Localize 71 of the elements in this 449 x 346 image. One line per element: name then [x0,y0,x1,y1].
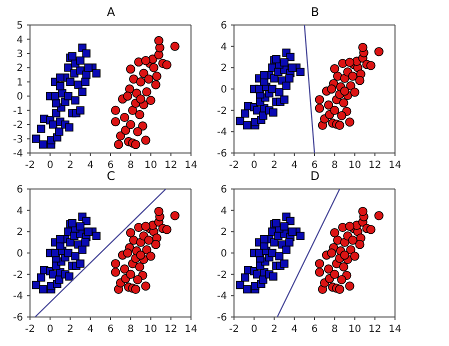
y-tick-label: 0 [16,248,23,260]
y-tick-label: -2 [217,270,227,281]
y-tick-label: 5 [16,20,23,32]
x-tick-label: 12 [368,160,382,172]
y-tick-label: 4 [16,206,23,217]
y-tick-label: 6 [220,184,227,196]
x-tick-label: 0 [250,324,258,336]
y-tick-label: -2 [217,106,227,117]
y-tick-label: -4 [13,291,23,302]
x-tick-label: 0 [46,324,54,336]
chart-title: A [106,5,116,19]
x-tick-label: 8 [331,160,338,172]
y-tick-label: 3 [16,48,23,60]
y-tick-label: 2 [220,227,227,238]
x-tick-label: 14 [184,160,198,172]
x-tick-label: 4 [291,160,298,172]
y-tick-label: 4 [220,42,227,53]
x-tick-label: 0 [250,160,258,172]
x-tick-label: -2 [229,160,239,172]
x-tick-label: 14 [388,160,402,172]
y-tick-label: 0 [16,92,23,103]
x-tick-label: 6 [311,324,318,336]
x-tick-label: 8 [127,324,134,336]
x-tick-label: 4 [87,324,94,336]
y-tick-label: 2 [16,227,23,238]
x-tick-label: 10 [144,160,158,172]
y-tick-label: -3 [13,134,23,146]
y-tick-label: -2 [13,270,23,281]
chart-title: C [106,169,116,183]
y-tick-label: -4 [217,127,227,138]
x-tick-label: 12 [368,324,382,336]
y-tick-label: 4 [220,206,227,217]
y-tick-label: 2 [16,63,23,74]
x-tick-label: 8 [127,160,134,172]
x-tick-label: 6 [107,160,114,172]
y-tick-label: 0 [220,84,227,96]
chart-title: D [310,169,320,183]
y-tick-label: -1 [13,106,23,117]
y-tick-label: 4 [16,34,23,46]
x-tick-label: 12 [164,324,178,336]
x-tick-label: 2 [67,160,74,172]
y-tick-label: -6 [13,312,23,324]
x-tick-label: 10 [144,324,158,336]
x-tick-label: -2 [25,160,35,172]
x-tick-label: 10 [348,160,362,172]
x-tick-label: -2 [25,324,35,336]
x-tick-label: -2 [229,324,239,336]
x-tick-label: 2 [271,160,278,172]
x-tick-label: 2 [67,324,74,336]
y-tick-label: -4 [217,291,227,302]
x-tick-label: 14 [184,324,198,336]
x-tick-label: 8 [331,324,338,336]
y-tick-label: 6 [220,20,227,32]
y-tick-label: 2 [220,63,227,74]
x-tick-label: 2 [271,324,278,336]
y-tick-label: -2 [13,120,23,132]
x-tick-label: 4 [87,160,94,172]
y-tick-label: 6 [16,184,23,196]
x-tick-label: 10 [348,324,362,336]
x-tick-label: 12 [164,160,178,172]
x-tick-label: 4 [291,324,298,336]
y-tick-label: 0 [220,248,227,260]
x-tick-label: 6 [107,324,114,336]
x-tick-label: 6 [311,160,318,172]
x-tick-label: 0 [46,160,54,172]
y-tick-label: -4 [13,148,23,160]
y-tick-label: -6 [217,148,227,160]
y-tick-label: 1 [16,77,23,88]
chart-title: B [310,5,320,19]
y-tick-label: -6 [217,312,227,324]
x-tick-label: 14 [388,324,402,336]
